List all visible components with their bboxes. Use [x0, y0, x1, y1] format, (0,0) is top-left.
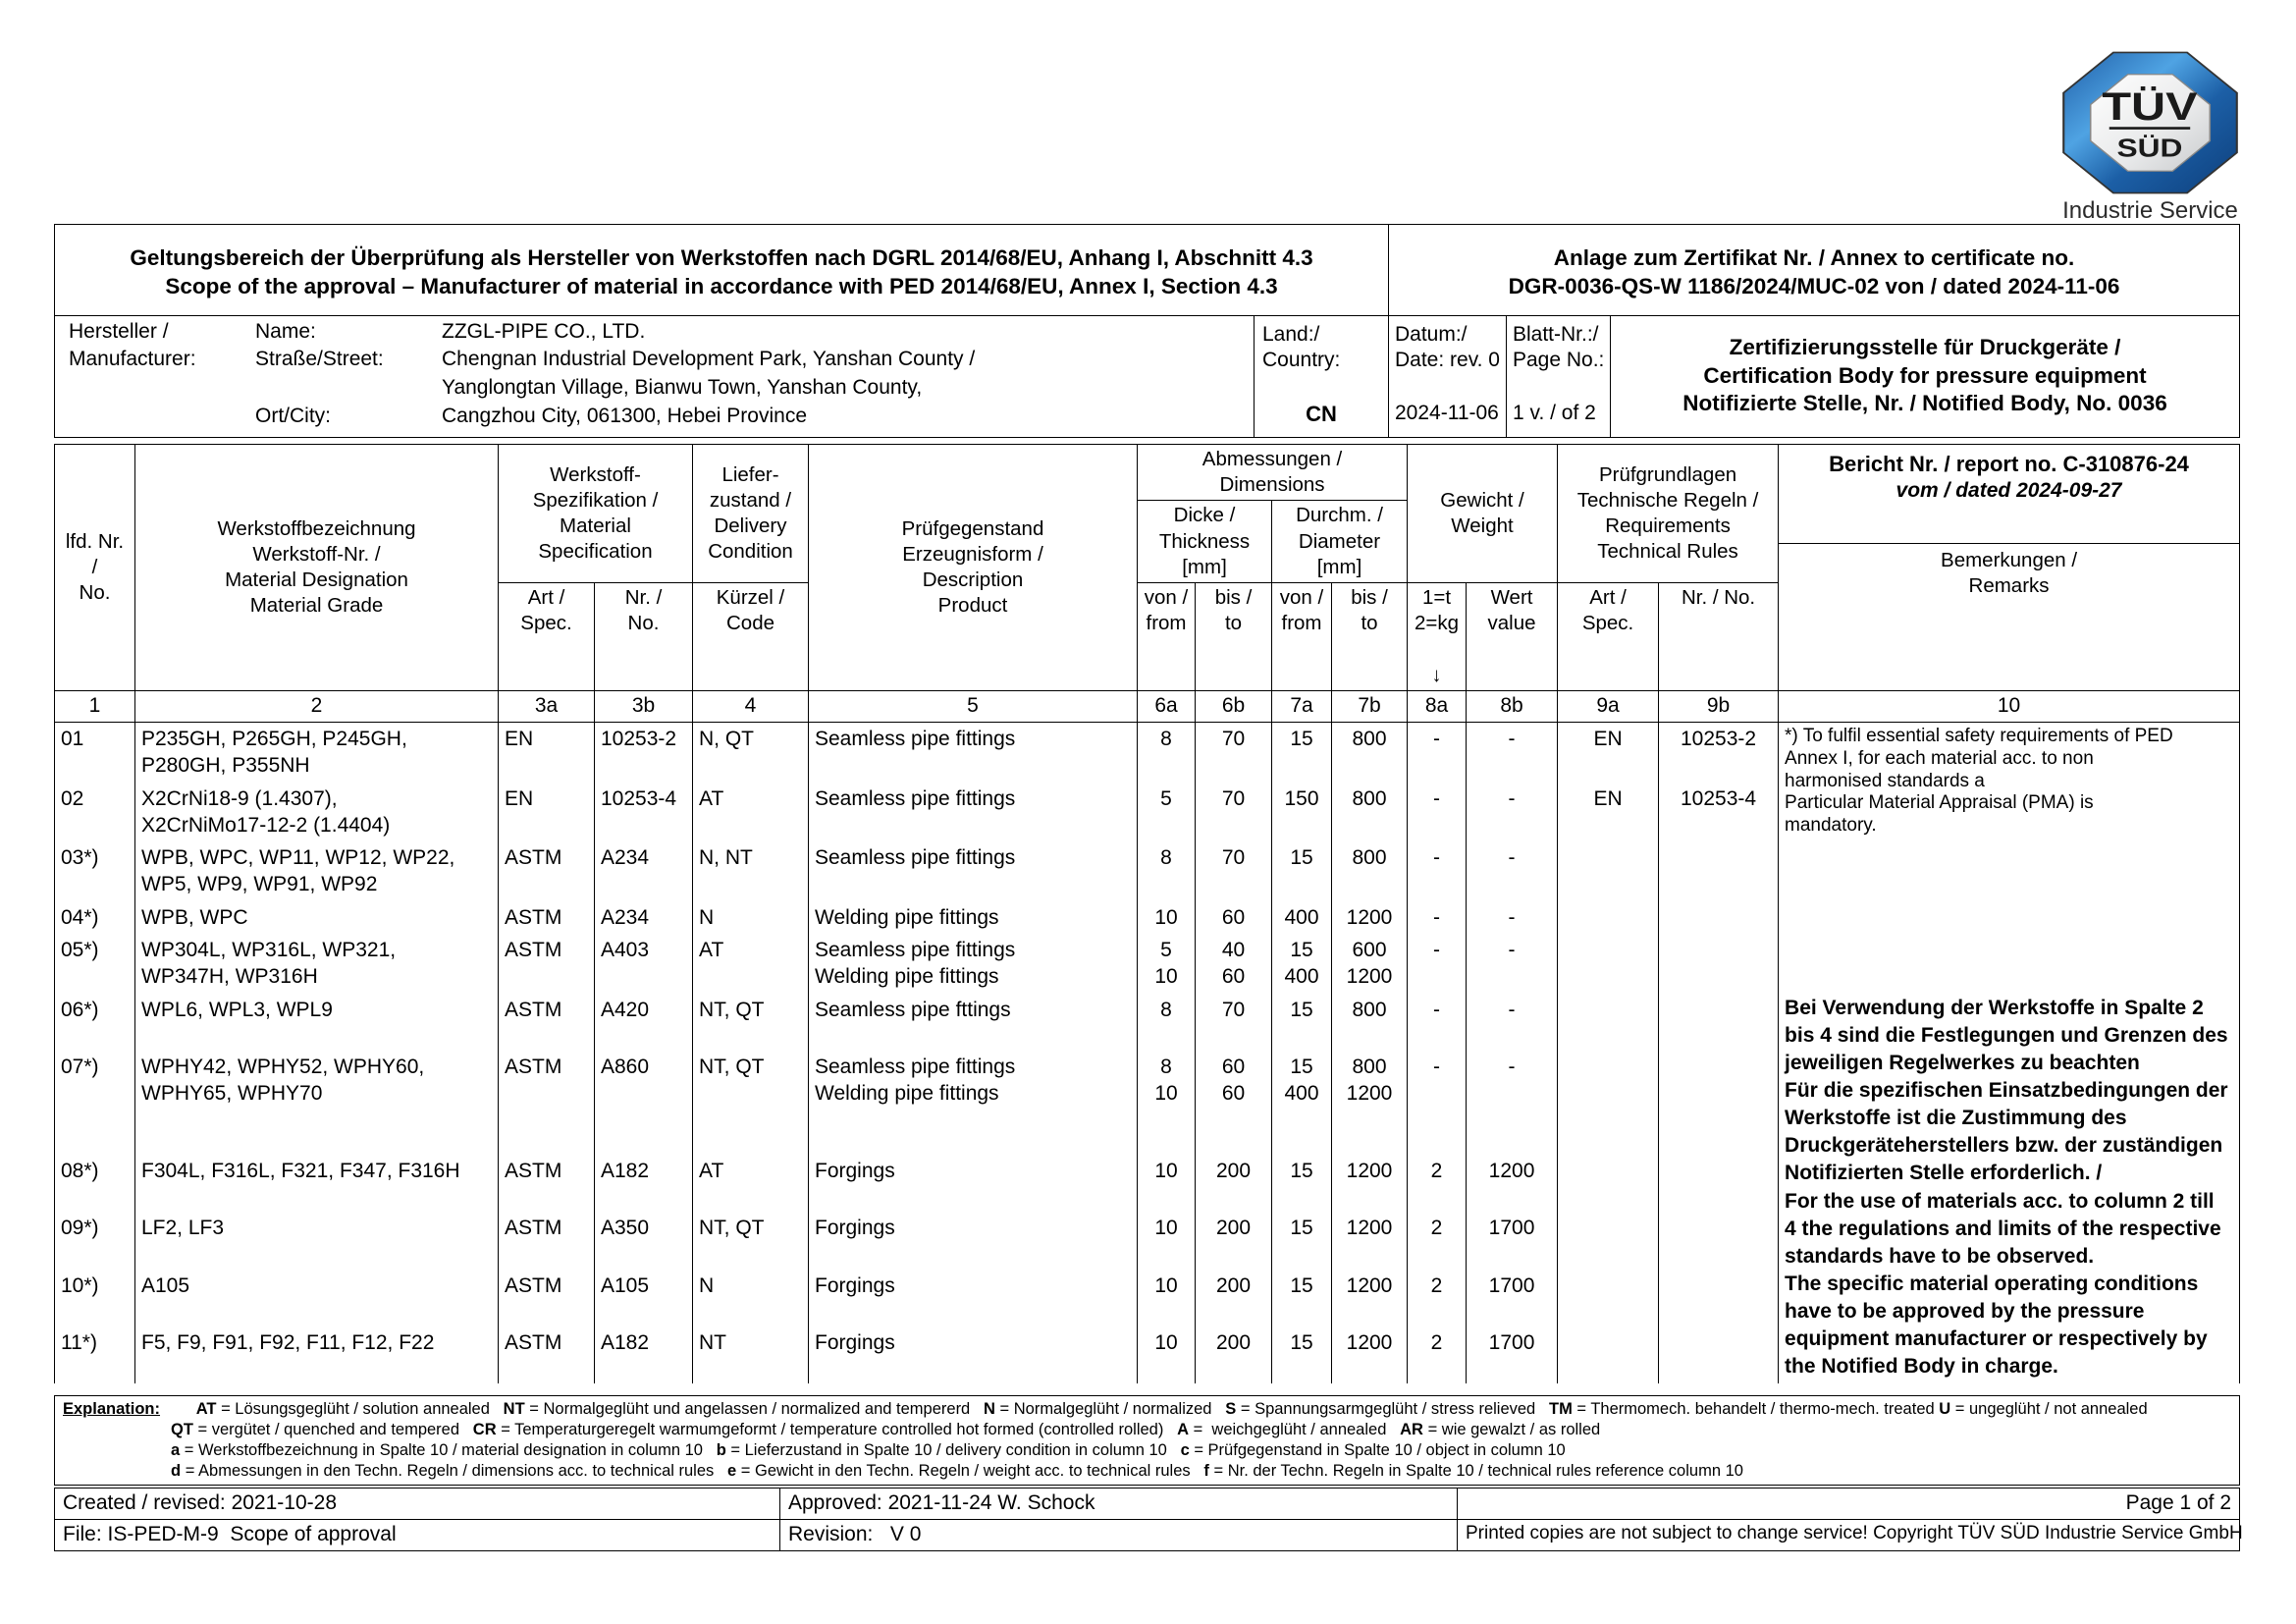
svg-text:SÜD: SÜD [2117, 135, 2183, 163]
svg-text:TÜV: TÜV [2102, 85, 2198, 129]
